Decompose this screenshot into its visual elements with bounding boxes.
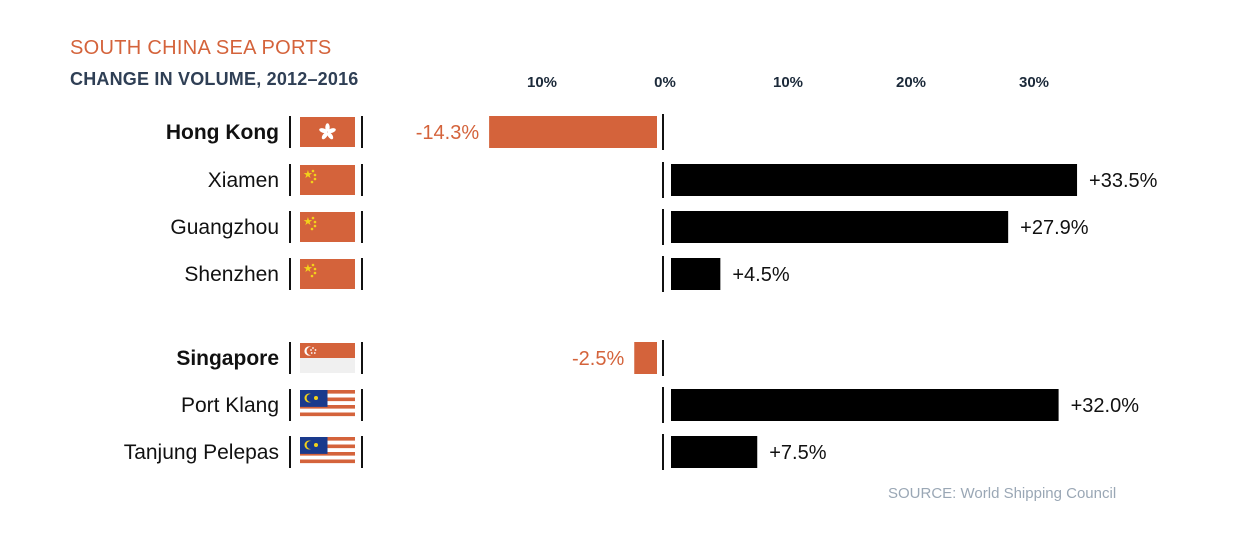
data-label: -2.5% [572, 348, 624, 370]
data-label: -14.3% [416, 122, 480, 144]
bar [671, 258, 721, 290]
tick-label: 0% [654, 74, 676, 91]
bar [489, 116, 657, 148]
china-flag: ★ [300, 212, 355, 242]
data-label: +4.5% [732, 264, 789, 286]
bar [634, 342, 657, 374]
source-note: SOURCE: World Shipping Council [888, 485, 1117, 502]
bar [671, 389, 1059, 421]
tick-label: 10% [527, 74, 557, 91]
svg-text:★: ★ [303, 263, 313, 275]
port-name: Singapore [176, 347, 279, 370]
bar [671, 211, 1009, 243]
port-name: Xiamen [208, 169, 279, 192]
tick-label: 20% [896, 74, 926, 91]
chart-subtitle: CHANGE IN VOLUME, 2012–2016 [70, 69, 359, 89]
chart-title: SOUTH CHINA SEA PORTS [70, 37, 332, 59]
bar [671, 164, 1078, 196]
malaysia-flag [300, 390, 355, 420]
tick-label: 30% [1019, 74, 1049, 91]
port-name: Shenzhen [184, 263, 279, 286]
data-label: +33.5% [1089, 170, 1158, 192]
data-label: +7.5% [769, 442, 826, 464]
svg-text:★: ★ [303, 216, 313, 228]
port-name: Tanjung Pelepas [124, 441, 279, 464]
malaysia-flag [300, 437, 355, 467]
port-name: Guangzhou [170, 216, 279, 239]
port-name: Hong Kong [166, 121, 279, 144]
hong-kong-flag [300, 117, 355, 147]
bar [671, 436, 758, 468]
svg-text:★: ★ [303, 169, 313, 181]
data-label: +32.0% [1071, 395, 1140, 417]
china-flag: ★ [300, 259, 355, 289]
port-name: Port Klang [181, 394, 279, 417]
china-flag: ★ [300, 165, 355, 195]
singapore-flag [300, 343, 355, 373]
data-label: +27.9% [1020, 217, 1089, 239]
tick-label: 10% [773, 74, 803, 91]
